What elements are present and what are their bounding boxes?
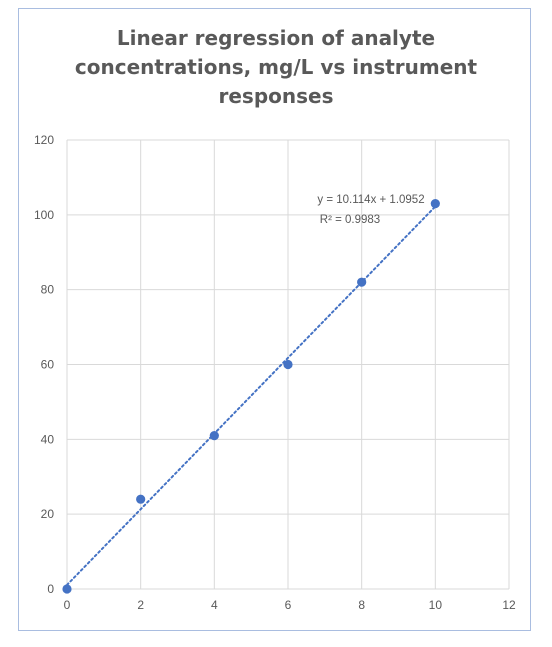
data-point <box>62 584 72 594</box>
trendline <box>66 205 437 586</box>
y-tick-label: 120 <box>34 133 54 147</box>
x-tick-label: 2 <box>137 598 144 612</box>
y-tick-label: 60 <box>41 358 55 372</box>
x-tick-label: 0 <box>64 598 71 612</box>
data-point <box>209 430 219 441</box>
data-point <box>283 359 293 370</box>
x-tick-label: 8 <box>358 598 365 612</box>
data-point <box>136 494 146 504</box>
y-axis-ticks: 0 20 40 60 80 100 120 <box>34 133 54 596</box>
x-axis-ticks: 0 2 4 6 8 10 12 <box>64 598 516 612</box>
trendline-path <box>66 205 437 586</box>
chart-title-line-3: responses <box>218 84 334 108</box>
data-point <box>357 277 367 287</box>
data-point <box>430 199 440 209</box>
y-tick-label: 20 <box>41 507 55 521</box>
x-tick-label: 10 <box>429 598 443 612</box>
x-tick-label: 6 <box>285 598 292 612</box>
y-tick-label: 0 <box>47 582 54 596</box>
data-points <box>62 199 440 594</box>
chart-title-line-1: Linear regression of analyte <box>116 26 436 50</box>
chart-title-line-2: concentrations, mg/L vs instrument <box>74 55 478 79</box>
y-tick-label: 80 <box>41 283 55 297</box>
x-tick-label: 4 <box>211 598 218 612</box>
grid <box>66 139 510 590</box>
trendline-r-squared: R² = 0.9983 <box>320 214 380 226</box>
x-tick-label: 12 <box>502 598 516 612</box>
trendline-equation: y = 10.114x + 1.0952 <box>317 194 424 206</box>
y-tick-label: 40 <box>41 432 55 446</box>
chart-title: Linear regression of analyte concentrati… <box>0 24 552 111</box>
y-tick-label: 100 <box>34 208 54 222</box>
chart-frame <box>18 8 531 631</box>
